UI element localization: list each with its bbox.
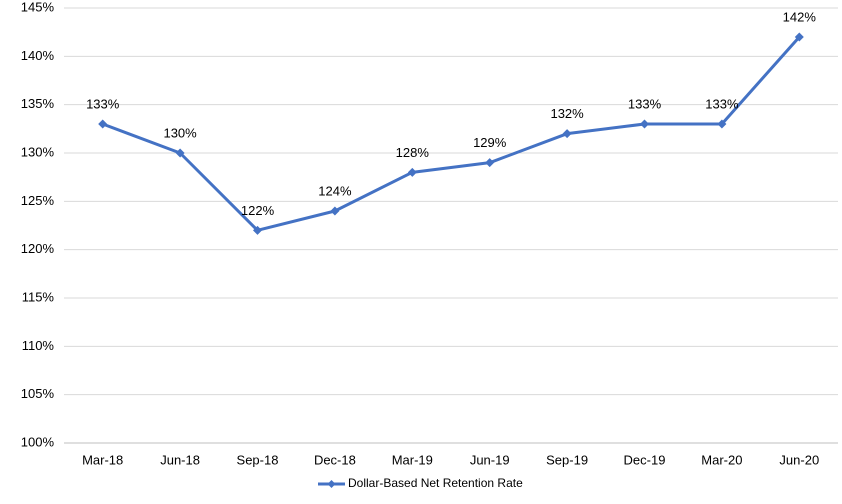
y-tick-label: 130%	[21, 144, 55, 159]
y-tick-label: 105%	[21, 386, 55, 401]
data-label: 132%	[550, 106, 584, 121]
y-tick-label: 125%	[21, 193, 55, 208]
data-point	[407, 167, 417, 177]
x-tick-label: Dec-18	[314, 452, 356, 467]
legend-marker	[327, 480, 336, 488]
data-point	[794, 32, 804, 42]
data-point	[717, 119, 727, 129]
x-tick-label: Sep-19	[546, 452, 588, 467]
y-tick-label: 110%	[22, 338, 55, 353]
y-tick-label: 115%	[22, 289, 55, 304]
y-tick-label: 100%	[21, 434, 55, 449]
y-tick-label: 120%	[21, 241, 55, 256]
data-label: 133%	[705, 96, 739, 111]
x-tick-label: Jun-20	[779, 452, 819, 467]
y-tick-label: 135%	[21, 96, 55, 111]
x-tick-label: Mar-19	[392, 452, 433, 467]
data-point	[640, 119, 649, 129]
data-point	[562, 129, 572, 139]
data-label: 124%	[318, 183, 352, 198]
data-label: 142%	[783, 9, 817, 24]
data-label: 133%	[628, 96, 662, 111]
y-tick-label: 140%	[21, 48, 55, 63]
data-point	[98, 119, 108, 129]
x-tick-label: Jun-18	[160, 452, 200, 467]
x-tick-label: Mar-20	[701, 452, 742, 467]
data-point	[485, 158, 495, 168]
series-line	[102, 36, 801, 232]
data-label: 133%	[86, 96, 120, 111]
x-tick-label: Mar-18	[82, 452, 123, 467]
data-label: 130%	[163, 125, 197, 140]
legend-label: Dollar-Based Net Retention Rate	[348, 476, 523, 490]
y-tick-label: 145%	[21, 0, 55, 14]
data-point	[253, 225, 262, 235]
x-tick-label: Dec-19	[624, 452, 666, 467]
x-tick-label: Sep-18	[237, 452, 279, 467]
data-label: 128%	[396, 145, 430, 160]
data-label: 129%	[473, 135, 507, 150]
data-point	[175, 148, 185, 158]
data-label: 122%	[241, 203, 275, 218]
x-tick-label: Jun-19	[470, 452, 510, 467]
data-point	[330, 206, 340, 216]
